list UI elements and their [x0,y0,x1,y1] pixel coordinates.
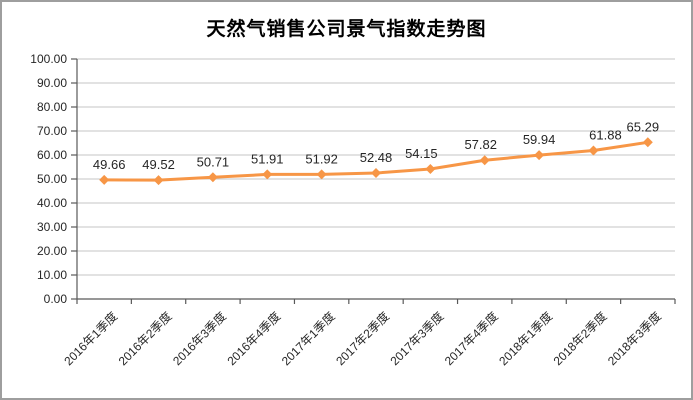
y-axis-label: 50.00 [37,172,67,186]
data-point-marker [99,174,110,185]
data-point-marker [588,145,599,156]
x-axis-label: 2016年2季度 [115,309,175,369]
x-axis-label: 2017年4季度 [441,309,501,369]
y-axis-label: 100.00 [30,52,67,66]
y-axis-label: 80.00 [37,100,67,114]
data-label: 52.48 [360,150,393,165]
y-axis-label: 0.00 [44,292,68,306]
x-axis-label: 2018年1季度 [496,309,556,369]
chart-title: 天然气销售公司景气指数走势图 [206,19,487,40]
y-axis-label: 10.00 [37,268,67,282]
y-axis-label: 40.00 [37,196,67,210]
data-label: 50.71 [197,154,230,169]
data-label: 49.52 [142,157,175,172]
x-axis-label: 2017年1季度 [278,309,338,369]
x-axis-label: 2018年2季度 [550,309,610,369]
data-label: 61.88 [589,127,622,142]
data-label: 54.15 [405,146,438,161]
x-axis-label: 2016年1季度 [61,309,121,369]
x-axis-label: 2018年3季度 [604,309,664,369]
data-label: 57.82 [464,137,497,152]
y-axis-label: 20.00 [37,244,67,258]
x-axis-label: 2017年2季度 [332,309,392,369]
data-label: 51.91 [251,151,284,166]
data-point-marker [642,137,653,148]
data-point-marker [207,172,218,183]
data-point-marker [316,169,327,180]
y-axis-label: 30.00 [37,220,67,234]
y-axis-label: 70.00 [37,124,67,138]
data-point-marker [479,155,490,166]
x-axis-label: 2016年3季度 [169,309,229,369]
data-point-marker [425,164,436,175]
data-label: 65.29 [627,119,660,134]
x-axis-label: 2017年3季度 [387,309,447,369]
data-label: 59.94 [523,132,556,147]
y-axis-label: 60.00 [37,148,67,162]
data-label: 49.66 [93,157,126,172]
data-point-marker [371,168,381,179]
data-point-marker [262,169,273,180]
data-label: 51.92 [305,151,338,166]
data-point-marker [153,175,164,186]
y-axis-label: 90.00 [37,76,67,90]
data-point-marker [534,150,545,161]
x-axis-label: 2016年4季度 [224,309,284,369]
